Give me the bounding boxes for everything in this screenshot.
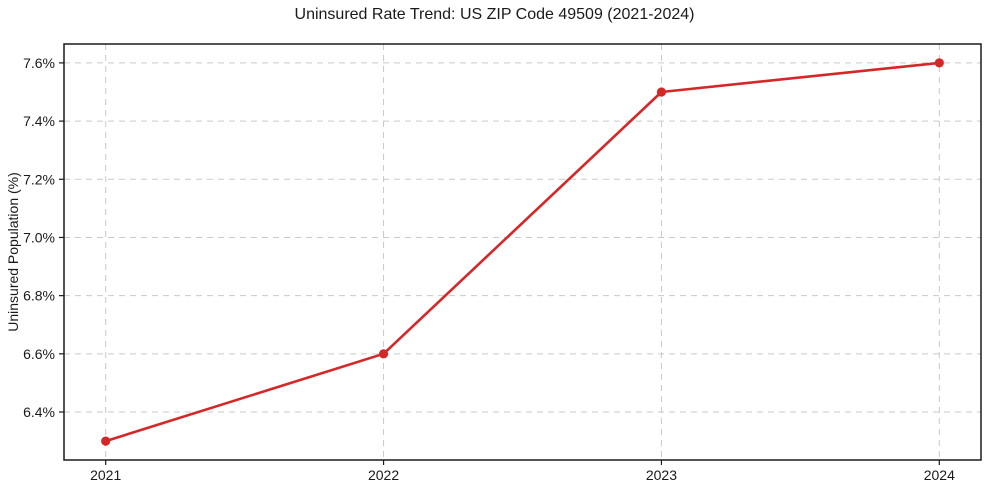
chart-title: Uninsured Rate Trend: US ZIP Code 49509 … <box>294 6 695 23</box>
data-point <box>378 349 389 359</box>
y-tick-label: 7.6% <box>23 55 55 71</box>
y-axis-label: Uninsured Population (%) <box>5 172 21 332</box>
y-tick-label: 6.4% <box>23 404 55 420</box>
x-tick-label: 2023 <box>646 467 677 483</box>
y-tick-label: 6.6% <box>23 346 55 362</box>
y-tick-label: 7.2% <box>23 171 55 187</box>
x-tick-label: 2024 <box>924 467 955 483</box>
x-tick-label: 2021 <box>90 467 121 483</box>
y-tick-label: 7.0% <box>23 229 55 245</box>
data-point <box>934 58 944 68</box>
y-tick-label: 6.8% <box>23 288 55 304</box>
data-point <box>101 436 111 446</box>
x-tick-label: 2022 <box>368 467 399 483</box>
plot-border <box>63 43 982 461</box>
data-point <box>656 87 667 97</box>
y-tick-label: 7.4% <box>23 113 55 129</box>
trend-line <box>104 61 941 443</box>
